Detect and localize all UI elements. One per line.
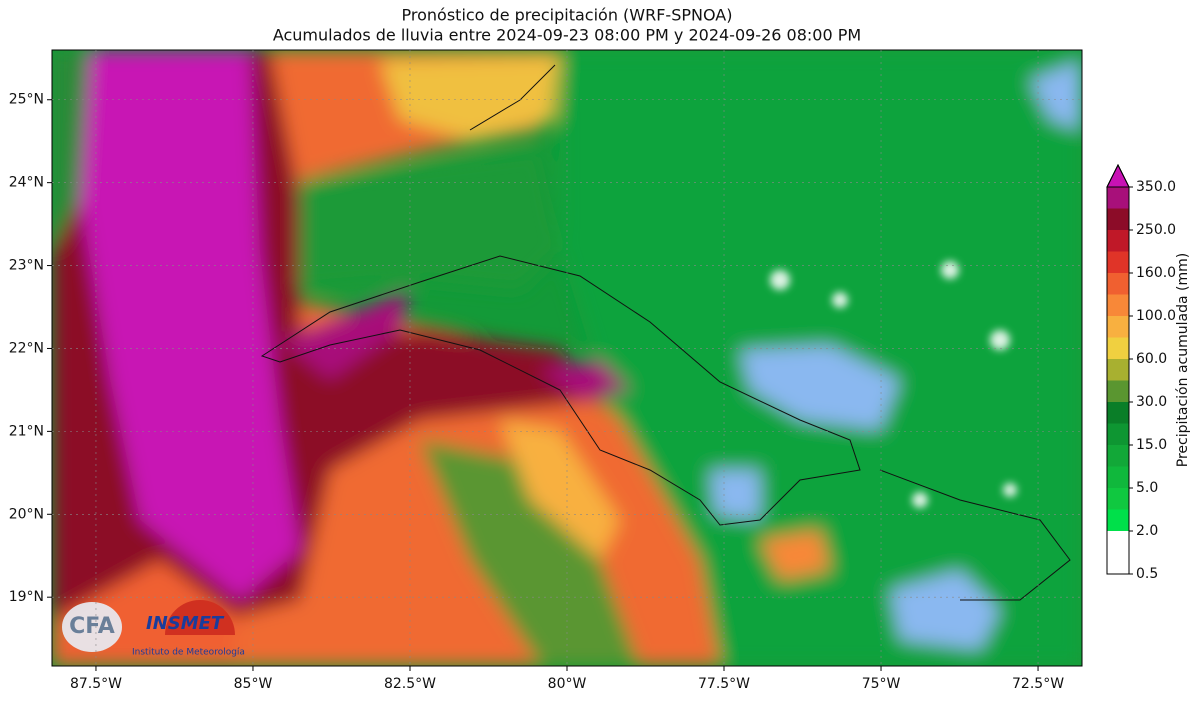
colorbar-tick-label: 0.5 bbox=[1136, 566, 1158, 582]
colorbar-frame bbox=[1106, 163, 1130, 575]
colorbar-band bbox=[1107, 488, 1129, 510]
y-tick-label: 24°N bbox=[9, 175, 44, 191]
insmet-logo: INSMET bbox=[146, 613, 225, 634]
colorbar-band bbox=[1107, 273, 1129, 295]
colorbar-band bbox=[1107, 208, 1129, 230]
insmet-subtitle: Instituto de Meteorología bbox=[132, 648, 245, 658]
cfa-logo: CFA bbox=[69, 614, 115, 639]
colorbar-band bbox=[1107, 337, 1129, 359]
colorbar-tick-label: 350.0 bbox=[1136, 179, 1176, 195]
colorbar-tick-label: 15.0 bbox=[1136, 437, 1167, 453]
insmet-emblem bbox=[165, 600, 235, 635]
colorbar-tick-label: 160.0 bbox=[1136, 265, 1176, 281]
colorbar-extend bbox=[1106, 163, 1130, 188]
subtitle: Acumulados de lluvia entre 2024-09-23 08… bbox=[273, 26, 861, 45]
colorbar-band bbox=[1107, 423, 1129, 445]
title: Pronóstico de precipitación (WRF-SPNOA) bbox=[402, 6, 733, 25]
x-tick-label: 85°W bbox=[234, 676, 273, 692]
x-tick-label: 72.5°W bbox=[1012, 676, 1064, 692]
y-tick-label: 23°N bbox=[9, 258, 44, 274]
colorbar-band bbox=[1107, 230, 1129, 252]
colorbar-band bbox=[1107, 251, 1129, 273]
x-tick-label: 77.5°W bbox=[698, 676, 750, 692]
colorbar-tick-label: 2.0 bbox=[1136, 523, 1158, 539]
colorbar-band bbox=[1107, 359, 1129, 381]
colorbar-band bbox=[1107, 531, 1129, 553]
colorbar-band bbox=[1107, 466, 1129, 488]
x-tick-label: 80°W bbox=[548, 676, 587, 692]
colorbar-band bbox=[1107, 509, 1129, 531]
colorbar-band bbox=[1107, 402, 1129, 424]
x-tick-label: 82.5°W bbox=[384, 676, 436, 692]
y-tick-label: 25°N bbox=[9, 92, 44, 108]
y-tick-label: 20°N bbox=[9, 506, 44, 522]
colorbar-band bbox=[1107, 380, 1129, 402]
colorbar-band bbox=[1107, 294, 1129, 316]
colorbar-band bbox=[1107, 187, 1129, 209]
colorbar-tick-label: 5.0 bbox=[1136, 480, 1158, 496]
y-tick-label: 19°N bbox=[9, 589, 44, 605]
x-tick-label: 87.5°W bbox=[70, 676, 122, 692]
colorbar-label: Precipitación acumulada (mm) bbox=[1175, 253, 1191, 467]
y-tick-label: 21°N bbox=[9, 423, 44, 439]
colorbar-tick-label: 250.0 bbox=[1136, 222, 1176, 238]
colorbar-tick-label: 60.0 bbox=[1136, 351, 1167, 367]
colorbar-band bbox=[1107, 316, 1129, 338]
logos: CFA INSMET Instituto de Meteorología bbox=[62, 600, 245, 658]
x-tick-label: 75°W bbox=[862, 676, 901, 692]
y-tick-label: 22°N bbox=[9, 340, 44, 356]
cfa-logo-bg bbox=[62, 602, 122, 652]
colorbar-tick-label: 100.0 bbox=[1136, 308, 1176, 324]
colorbar-band bbox=[1107, 445, 1129, 467]
colorbar-tick-label: 30.0 bbox=[1136, 394, 1167, 410]
colorbar-band bbox=[1107, 552, 1129, 574]
